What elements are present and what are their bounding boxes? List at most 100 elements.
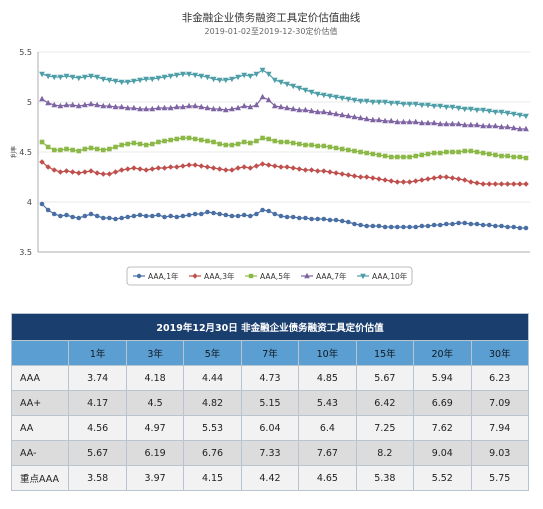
data-point bbox=[290, 140, 296, 146]
data-point bbox=[272, 211, 278, 217]
data-point bbox=[517, 154, 523, 160]
data-point bbox=[455, 120, 462, 127]
data-point bbox=[376, 223, 382, 229]
data-point bbox=[444, 221, 449, 227]
data-point bbox=[118, 167, 125, 173]
data-point bbox=[351, 113, 358, 120]
table-cell: 4.97 bbox=[125, 415, 185, 441]
data-point bbox=[352, 148, 357, 154]
data-point bbox=[143, 142, 149, 148]
data-point bbox=[124, 104, 131, 111]
data-point bbox=[444, 149, 449, 155]
data-point bbox=[63, 73, 70, 80]
data-point bbox=[493, 223, 498, 229]
table-cell: 6.04 bbox=[240, 415, 300, 441]
data-point bbox=[284, 164, 290, 170]
table-cell: 7.62 bbox=[413, 415, 472, 441]
data-point bbox=[247, 165, 254, 171]
data-point bbox=[204, 74, 211, 81]
data-point bbox=[180, 163, 186, 169]
data-point bbox=[253, 71, 260, 78]
data-point bbox=[407, 154, 412, 160]
table-cell: 3.97 bbox=[125, 465, 185, 491]
data-point bbox=[75, 75, 82, 82]
data-point bbox=[461, 121, 468, 128]
data-point bbox=[198, 73, 205, 80]
data-point bbox=[388, 178, 395, 184]
data-point bbox=[192, 211, 198, 217]
data-point bbox=[192, 136, 198, 142]
y-tick-label: 4.5 bbox=[19, 148, 32, 157]
data-point bbox=[443, 104, 450, 111]
data-point bbox=[155, 104, 162, 111]
data-point bbox=[413, 153, 419, 159]
data-point bbox=[290, 83, 297, 90]
data-point bbox=[297, 215, 302, 221]
data-point bbox=[241, 212, 247, 218]
data-point bbox=[161, 165, 168, 171]
data-point bbox=[76, 215, 82, 221]
data-point bbox=[69, 169, 76, 175]
data-point bbox=[369, 99, 376, 106]
data-point bbox=[314, 108, 321, 115]
table-cell: 3.58 bbox=[68, 465, 127, 491]
data-point bbox=[431, 103, 438, 110]
table-cell: 4.73 bbox=[240, 365, 300, 391]
data-point bbox=[308, 107, 315, 114]
table-row: 重点AAA 3.58 3.97 4.15 4.42 4.65 5.38 5.52 5.75 bbox=[10, 465, 529, 491]
table-header-cell: 5年 bbox=[183, 340, 242, 366]
table-cell: 7.33 bbox=[240, 440, 300, 466]
data-point bbox=[480, 181, 486, 187]
data-point bbox=[462, 220, 468, 226]
data-point bbox=[180, 213, 186, 219]
data-point bbox=[443, 120, 450, 127]
data-point bbox=[94, 146, 100, 152]
data-point bbox=[333, 170, 339, 176]
data-point bbox=[161, 104, 168, 111]
data-point bbox=[167, 164, 174, 170]
data-point bbox=[198, 103, 205, 110]
data-point bbox=[113, 216, 118, 222]
data-point bbox=[308, 167, 315, 173]
data-point bbox=[167, 73, 174, 80]
data-point bbox=[486, 222, 492, 228]
data-point bbox=[137, 105, 143, 112]
data-point bbox=[498, 181, 505, 187]
data-point bbox=[419, 177, 425, 183]
table-row: AA- 5.67 6.19 6.76 7.33 7.67 8.2 9.04 9.03 bbox=[10, 440, 529, 466]
data-point bbox=[186, 212, 192, 218]
data-point bbox=[290, 105, 297, 112]
data-point bbox=[462, 148, 468, 154]
data-point bbox=[327, 109, 333, 116]
data-point bbox=[369, 116, 376, 123]
table-cell: 6.23 bbox=[470, 365, 529, 391]
data-point bbox=[431, 222, 437, 228]
data-point bbox=[118, 79, 125, 86]
table-body: AAA 3.74 4.18 4.44 4.73 4.85 5.67 5.94 6.23 AA+ 4.… bbox=[10, 365, 529, 491]
data-point bbox=[174, 214, 180, 220]
data-point bbox=[345, 96, 352, 103]
data-point bbox=[278, 79, 284, 86]
data-point bbox=[211, 210, 216, 216]
valuation-table: 2019年12月30日 非金融企业债务融资工具定价估值 1年 3年 5年 7年 … bbox=[10, 313, 529, 491]
data-point bbox=[388, 100, 395, 107]
data-point bbox=[376, 116, 382, 123]
table-header-row: 1年 3年 5年 7年 10年 15年 20年 30年 bbox=[10, 340, 529, 366]
table-cell: 5.38 bbox=[355, 465, 415, 491]
data-point bbox=[113, 144, 118, 150]
data-point bbox=[205, 209, 210, 215]
data-point bbox=[370, 151, 376, 157]
y-axis-label: 利率 bbox=[10, 146, 18, 158]
data-point bbox=[510, 124, 517, 131]
data-point bbox=[388, 117, 395, 124]
data-point bbox=[486, 122, 493, 129]
data-point bbox=[352, 221, 357, 227]
table-cell: 7.94 bbox=[470, 415, 529, 441]
data-point bbox=[351, 173, 358, 179]
data-point bbox=[82, 213, 88, 219]
data-point bbox=[112, 103, 119, 110]
data-point bbox=[100, 147, 106, 153]
data-point bbox=[327, 217, 333, 223]
data-point bbox=[235, 165, 241, 171]
data-point bbox=[412, 101, 419, 108]
